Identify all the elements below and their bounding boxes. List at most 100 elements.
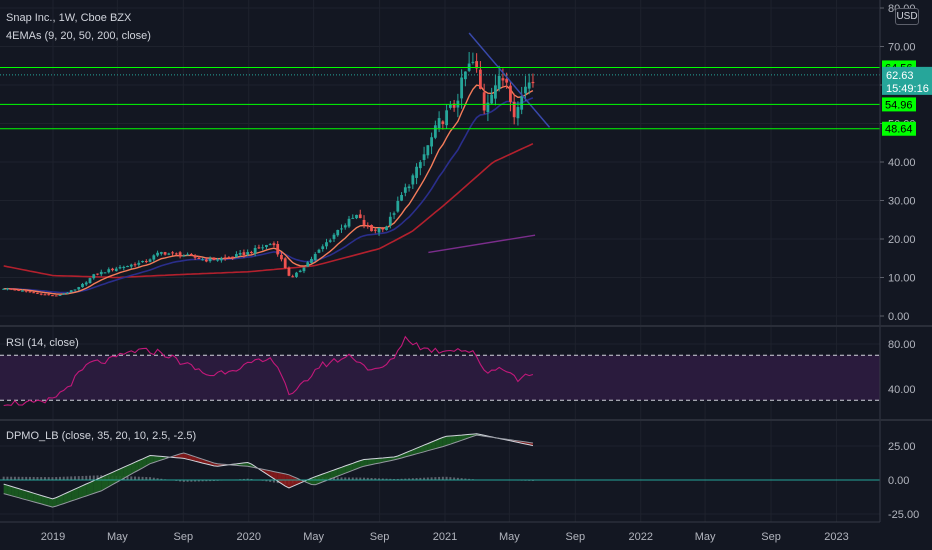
dpmo-histogram-bar: [393, 478, 396, 480]
dpmo-histogram-bar: [70, 476, 73, 480]
dpmo-tick-label: 0.00: [888, 475, 909, 487]
candle-body: [433, 125, 437, 138]
dpmo-fill: [341, 465, 346, 475]
dpmo-histogram-bar: [265, 480, 268, 482]
candle-body: [88, 278, 92, 284]
dpmo-histogram-bar: [141, 476, 144, 480]
ema20-path: [3, 97, 534, 294]
price-axis[interactable]: 80.0070.0060.0050.0040.0030.0020.0010.00…: [879, 0, 932, 550]
candle-body: [159, 252, 163, 254]
dpmo-histogram-bar: [453, 477, 456, 480]
dpmo-fill: [345, 464, 350, 474]
time-axis[interactable]: 2019 May Sep 2020 May Sep 2021 May Sep 2022 May Sep…: [0, 521, 932, 550]
candle-body: [347, 218, 351, 227]
dpmo-fill: [326, 471, 331, 481]
candle-body: [351, 217, 355, 219]
candle-body: [111, 268, 114, 271]
dpmo-histogram-bar: [438, 476, 441, 480]
time-tick-label: Sep: [761, 531, 781, 543]
dpmo-fill: [112, 470, 117, 485]
candle-body: [2, 288, 6, 290]
price-tick-label: 30.00: [888, 196, 916, 208]
currency-badge[interactable]: USD: [895, 8, 919, 25]
candle-body: [396, 200, 400, 212]
candle-body: [216, 259, 220, 261]
candle-body: [242, 252, 246, 256]
dpmo-histogram-bar: [269, 480, 272, 482]
price-tick-label: 70.00: [888, 42, 916, 54]
time-tick-label: 2019: [41, 531, 65, 543]
dpmo-fill: [454, 435, 458, 443]
level-label: 48.64: [885, 124, 913, 136]
dpmo-fill: [416, 446, 421, 454]
candle-body: [478, 69, 482, 89]
dpmo-histogram-bar: [179, 480, 182, 482]
candle-body: [212, 257, 216, 261]
ema200-line: [428, 234, 536, 254]
candle-body: [287, 267, 291, 276]
dpmo-histogram-bar: [130, 476, 133, 480]
dpmo-fill: [142, 457, 147, 468]
candle-body: [36, 292, 39, 294]
candle-body: [257, 247, 261, 249]
candle-body: [156, 252, 159, 256]
candle-body: [231, 256, 235, 258]
dpmo-fill: [292, 476, 297, 487]
dpmo-fill: [101, 475, 106, 491]
dpmo-fill: [446, 436, 451, 446]
candle-body: [39, 293, 43, 295]
dpmo-fill: [29, 492, 34, 502]
dpmo-histogram-bar: [96, 475, 99, 480]
dpmo-histogram-bar: [6, 476, 9, 480]
rsi-band: [0, 355, 880, 401]
candle-body: [516, 107, 520, 119]
candle-body: [129, 264, 133, 267]
dpmo-fill: [352, 461, 357, 471]
dpmo-fill: [67, 490, 72, 503]
candle-body: [448, 104, 452, 108]
rsi-legend: RSI (14, close): [6, 337, 79, 349]
candle-body: [388, 216, 392, 226]
candle-body: [392, 213, 396, 215]
candle-body: [366, 225, 370, 227]
time-tick-label: 2023: [824, 531, 848, 543]
dpmo-histogram-bar: [25, 476, 28, 480]
candle-body: [403, 187, 407, 193]
dpmo-histogram-bar: [355, 477, 358, 480]
dpmo-histogram-bar: [370, 477, 373, 480]
dpmo-histogram-bar: [152, 477, 155, 480]
ema9-path: [3, 84, 534, 295]
candle-body: [77, 287, 81, 290]
candle-body: [400, 194, 403, 201]
dpmo-fill: [108, 472, 113, 487]
dpmo-fill: [247, 462, 252, 467]
candle-body: [306, 262, 310, 267]
dpmo-fill: [288, 474, 293, 488]
dpmo-fill: [48, 497, 53, 508]
candle-body: [32, 292, 36, 294]
dpmo-tick-label: -25.00: [888, 509, 919, 521]
last-price-label-bg: [882, 66, 932, 95]
dpmo-fill: [153, 455, 158, 463]
candle-body: [84, 282, 88, 285]
dpmo-fill: [379, 457, 383, 464]
dpmo-histogram-bar: [126, 476, 129, 480]
candle-body: [276, 243, 280, 255]
dpmo-fill: [82, 484, 87, 498]
dpmo-histogram-bar: [186, 480, 189, 482]
candle-body: [381, 228, 385, 230]
time-tick-label: 2020: [236, 531, 260, 543]
candle-body: [302, 267, 306, 272]
price-candles: [2, 52, 535, 297]
price-tick-label: 40.00: [888, 157, 916, 169]
dpmo-fill: [367, 458, 372, 466]
dpmo-fill: [450, 435, 455, 445]
dpmo-fill: [349, 463, 353, 472]
candle-body: [13, 289, 17, 291]
ema-legend: 4EMAs (9, 20, 50, 200, close): [6, 30, 151, 42]
dpmo-histogram-bar: [411, 478, 414, 480]
candle-body: [227, 257, 231, 259]
time-tick-label: May: [107, 531, 128, 543]
pane-separators: [0, 325, 932, 421]
